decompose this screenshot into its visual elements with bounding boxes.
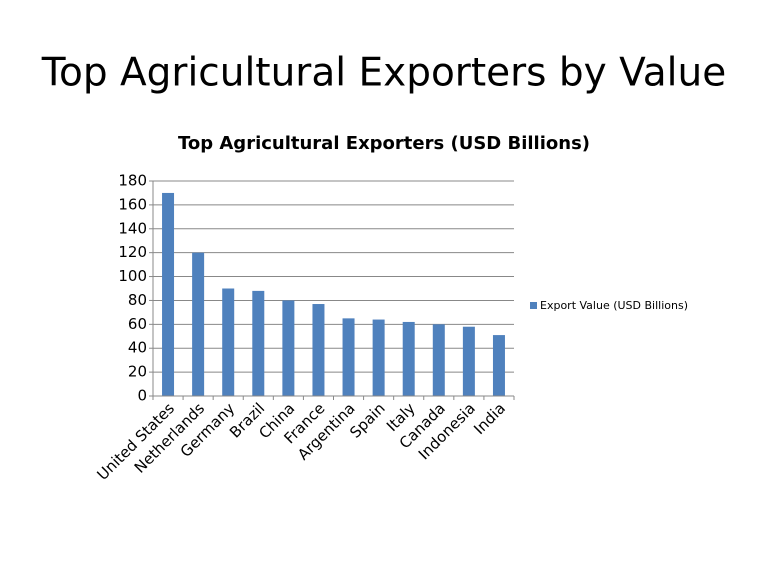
- bar: [162, 192, 175, 396]
- y-tick-label: 80: [128, 291, 147, 309]
- y-tick-label: 40: [128, 339, 147, 357]
- bar: [192, 252, 205, 396]
- bar: [402, 321, 415, 396]
- bar: [342, 318, 355, 396]
- y-tick-label: 0: [137, 387, 147, 405]
- legend-label: Export Value (USD Billions): [540, 299, 688, 312]
- chart-title: Top Agricultural Exporters (USD Billions…: [178, 133, 590, 154]
- y-tick-label: 60: [128, 315, 147, 333]
- y-tick-label: 160: [118, 195, 147, 213]
- slide-title: Top Agricultural Exporters by Value: [41, 51, 726, 96]
- bar: [492, 335, 505, 396]
- y-tick-label: 180: [118, 172, 147, 190]
- bar: [252, 290, 265, 396]
- y-tick-label: 120: [118, 243, 147, 261]
- bar: [312, 304, 325, 396]
- bar: [462, 326, 475, 396]
- y-tick-label: 140: [118, 219, 147, 237]
- legend-swatch: [530, 302, 537, 309]
- bar: [372, 319, 385, 396]
- bar: [282, 300, 295, 396]
- bar: [222, 288, 235, 396]
- y-tick-label: 20: [128, 363, 147, 381]
- bar: [432, 324, 445, 396]
- y-tick-label: 100: [118, 267, 147, 285]
